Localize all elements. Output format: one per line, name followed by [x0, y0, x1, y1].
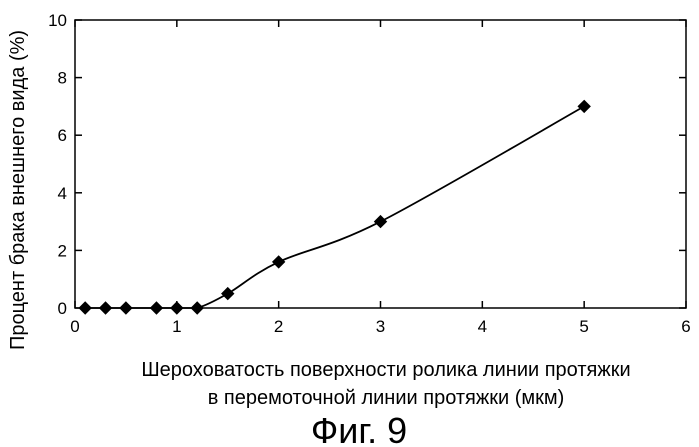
- figure-caption: Фиг. 9: [311, 410, 407, 447]
- y-tick-label: 2: [58, 241, 67, 260]
- data-point-marker: [171, 302, 183, 314]
- data-point-marker: [150, 302, 162, 314]
- data-point-marker: [375, 216, 387, 228]
- plot-frame: [75, 20, 686, 308]
- y-tick-label: 8: [58, 69, 67, 88]
- x-axis-ticks: 0 1 2 3 4 5 6: [70, 20, 690, 336]
- y-tick-label: 10: [48, 11, 67, 30]
- x-tick-label: 6: [681, 317, 690, 336]
- y-axis-ticks: 0 2 4 6 8 10: [48, 11, 686, 318]
- x-axis-title-line-2: в перемоточной линии протяжки (мкм): [208, 387, 565, 409]
- data-point-marker: [79, 302, 91, 314]
- series-line: [85, 106, 584, 308]
- data-point-marker: [191, 302, 203, 314]
- x-tick-label: 1: [172, 317, 181, 336]
- data-point-marker: [578, 100, 590, 112]
- x-tick-label: 5: [579, 317, 588, 336]
- y-tick-label: 6: [58, 126, 67, 145]
- data-point-marker: [100, 302, 112, 314]
- x-tick-label: 3: [376, 317, 385, 336]
- data-markers: [79, 100, 590, 314]
- y-axis-title: Процент брака внешнего вида (%): [7, 30, 29, 350]
- y-tick-label: 4: [58, 184, 67, 203]
- data-point-marker: [222, 288, 234, 300]
- x-tick-label: 0: [70, 317, 79, 336]
- x-tick-label: 2: [274, 317, 283, 336]
- y-tick-label: 0: [58, 299, 67, 318]
- x-tick-label: 4: [478, 317, 487, 336]
- x-axis-title-line-1: Шероховатость поверхности ролика линии п…: [141, 359, 630, 381]
- data-point-marker: [273, 256, 285, 268]
- data-point-marker: [120, 302, 132, 314]
